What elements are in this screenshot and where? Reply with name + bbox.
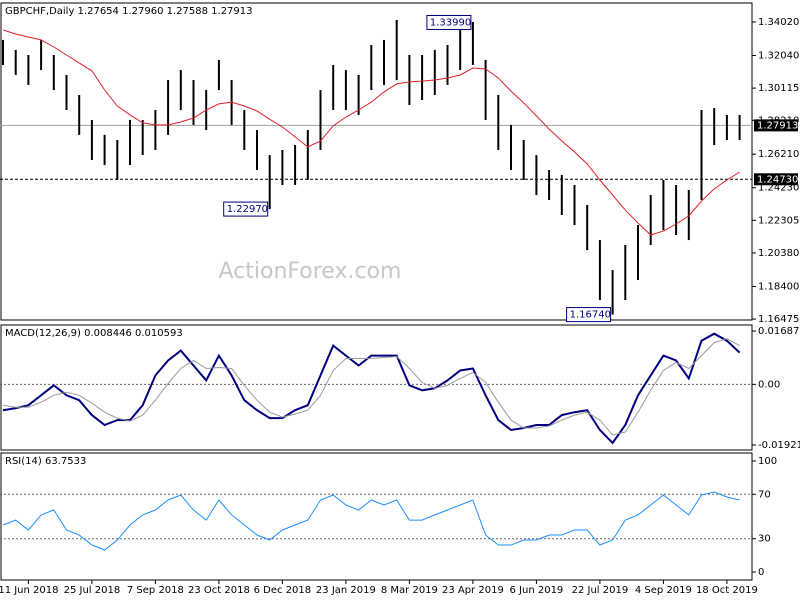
level-label: 1.24730 xyxy=(757,174,798,185)
annotation-box xyxy=(426,14,472,30)
x-tick-label: 22 Jul 2019 xyxy=(572,585,629,596)
y-tick-label: 1.30115 xyxy=(758,83,799,94)
x-tick-label: 23 Jan 2019 xyxy=(316,585,376,596)
y-tick-label: 70 xyxy=(758,489,771,500)
annotation-label: 1.22970 xyxy=(227,204,268,215)
line-series xyxy=(2,338,740,436)
y-tick-label: 1.20380 xyxy=(758,248,799,259)
y-tick-label: 1.16475 xyxy=(758,314,799,325)
annotation-label: 1.16740 xyxy=(570,310,611,321)
panel-title: MACD(12,26,9) 0.008446 0.010593 xyxy=(5,328,183,339)
x-tick-label: 8 Mar 2019 xyxy=(381,585,438,596)
y-tick-label: 1.24230 xyxy=(758,183,799,194)
panel-title: GBPCHF,Daily 1.27654 1.27960 1.27588 1.2… xyxy=(5,6,253,17)
panel-frame xyxy=(0,2,753,321)
annotation-label: 1.33990 xyxy=(430,17,471,28)
x-tick-label: 25 Jul 2018 xyxy=(64,585,121,596)
last-price-label: 1.27913 xyxy=(757,120,798,131)
panel-frame xyxy=(0,324,753,451)
line-series xyxy=(2,29,740,236)
annotation-box xyxy=(566,307,612,323)
panel-title: RSI(14) 63.7533 xyxy=(5,456,86,467)
y-tick-label: 0.00 xyxy=(758,379,780,390)
y-tick-label: 1.22305 xyxy=(758,215,799,226)
y-tick-label: 1.18400 xyxy=(758,281,799,292)
x-tick-label: 23 Apr 2019 xyxy=(442,585,504,596)
y-tick-label: 1.32040 xyxy=(758,50,799,61)
y-tick-label: 1.26210 xyxy=(758,149,799,160)
x-tick-label: 6 Jun 2019 xyxy=(510,585,564,596)
y-tick-label: 30 xyxy=(758,534,771,545)
y-tick-label: -0.019214 xyxy=(758,440,800,451)
x-tick-label: 23 Oct 2018 xyxy=(188,585,250,596)
x-tick-label: 7 Sep 2018 xyxy=(127,585,184,596)
y-tick-label: 0 xyxy=(758,567,764,578)
y-tick-label: 100 xyxy=(758,456,777,467)
level-box xyxy=(754,173,798,186)
y-tick-label: 1.34020 xyxy=(758,17,799,28)
x-tick-label: 11 Jun 2018 xyxy=(0,585,58,596)
x-tick-label: 4 Sep 2019 xyxy=(635,585,692,596)
last-price-box xyxy=(754,119,798,132)
y-tick-label: 0.016879 xyxy=(758,326,800,337)
panel-frame xyxy=(0,452,753,581)
watermark: ActionForex.com xyxy=(219,259,402,284)
x-tick-label: 18 Oct 2019 xyxy=(696,585,758,596)
line-series xyxy=(2,491,740,551)
annotation-box xyxy=(223,201,269,217)
x-tick-label: 6 Dec 2018 xyxy=(254,585,312,596)
